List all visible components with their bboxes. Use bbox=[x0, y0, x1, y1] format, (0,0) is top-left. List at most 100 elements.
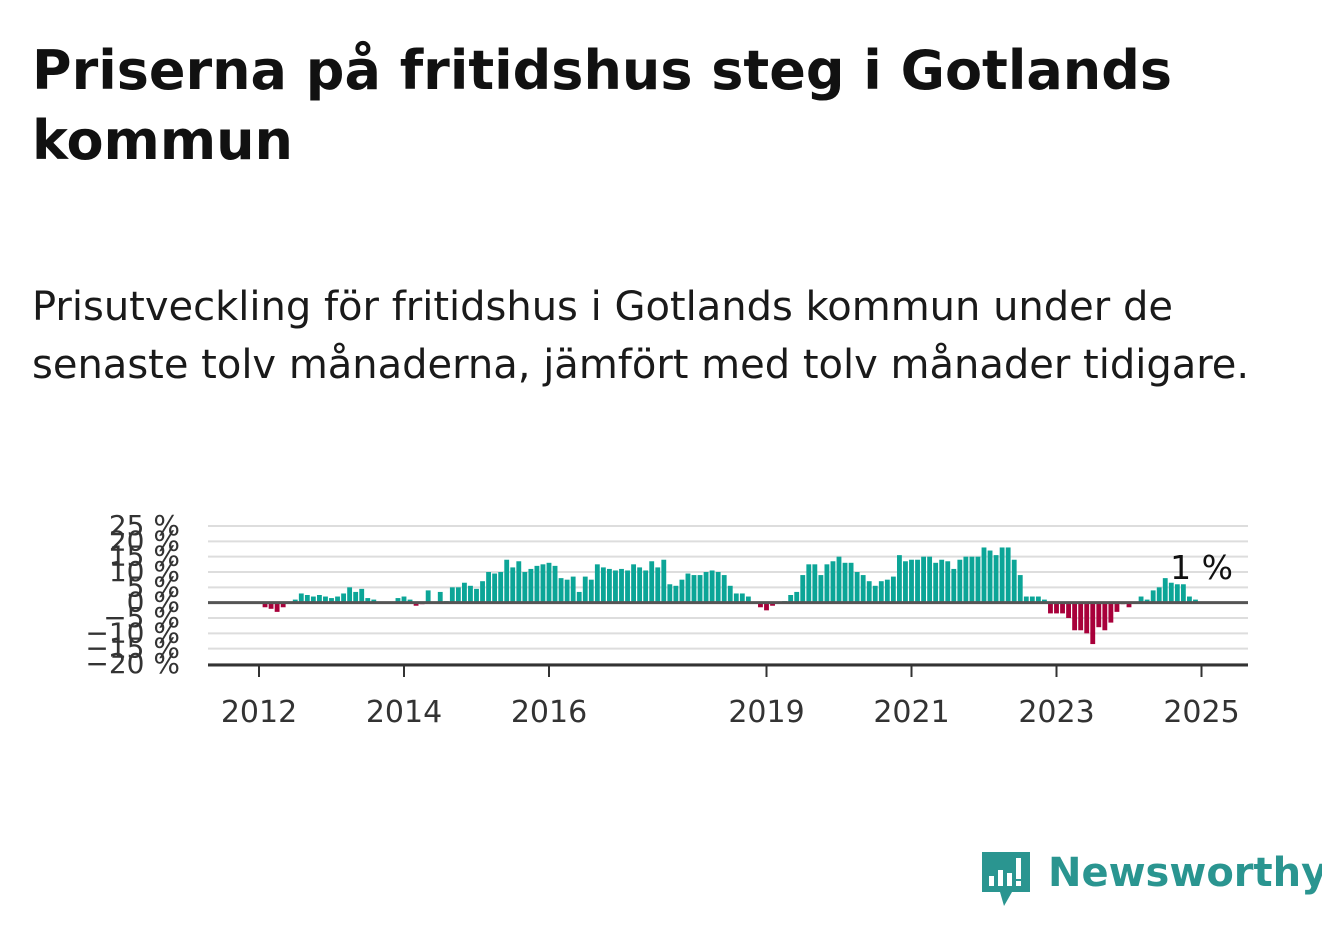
bar bbox=[268, 602, 274, 609]
bar bbox=[474, 588, 479, 603]
bar bbox=[564, 579, 570, 603]
bar bbox=[1180, 584, 1186, 603]
bar bbox=[975, 556, 981, 603]
bar bbox=[437, 591, 443, 603]
bar bbox=[933, 562, 939, 603]
bar bbox=[1054, 602, 1059, 614]
y-tick-label: −20 % bbox=[85, 647, 180, 680]
x-tick-label: 2019 bbox=[728, 695, 804, 730]
newsworthy-logo-text: Newsworthy bbox=[1048, 850, 1322, 896]
bar bbox=[449, 587, 455, 603]
bar bbox=[824, 564, 830, 603]
bar bbox=[516, 561, 522, 603]
bar bbox=[492, 573, 498, 603]
bar bbox=[1162, 578, 1168, 603]
bar bbox=[486, 572, 491, 603]
bar bbox=[655, 567, 661, 603]
newsworthy-logo: Newsworthy bbox=[980, 848, 1322, 912]
bar bbox=[1114, 602, 1120, 612]
bar bbox=[715, 572, 721, 603]
bar bbox=[582, 576, 588, 603]
bar-chart: −20 %−15 %−10 %−5 %0 %5 %10 %15 %20 %25 … bbox=[85, 509, 1248, 730]
bar bbox=[1108, 602, 1114, 623]
bar bbox=[727, 585, 733, 603]
labels: −20 %−15 %−10 %−5 %0 %5 %10 %15 %20 %25 … bbox=[85, 509, 1239, 730]
bar bbox=[607, 568, 612, 603]
x-tick-label: 2025 bbox=[1163, 695, 1239, 730]
bar bbox=[498, 572, 504, 603]
bar bbox=[987, 550, 993, 603]
x-tick-label: 2021 bbox=[873, 695, 949, 730]
bar bbox=[733, 593, 739, 603]
value-annotation: 1 % bbox=[1170, 548, 1233, 587]
bar bbox=[854, 572, 860, 603]
bar bbox=[1138, 596, 1144, 603]
bar bbox=[619, 568, 624, 603]
bar bbox=[1174, 584, 1180, 603]
bar bbox=[800, 575, 806, 603]
bar bbox=[292, 599, 298, 603]
bar bbox=[643, 570, 649, 603]
bar bbox=[534, 565, 540, 603]
bar bbox=[1090, 602, 1096, 645]
bar bbox=[468, 585, 473, 603]
bar bbox=[830, 561, 836, 603]
x-tick-label: 2016 bbox=[511, 695, 587, 730]
y-tick-label: 25 % bbox=[109, 509, 180, 542]
bar bbox=[353, 591, 359, 603]
bar bbox=[280, 602, 286, 608]
bar bbox=[1193, 599, 1198, 603]
bar bbox=[836, 556, 842, 603]
bar bbox=[1005, 547, 1011, 603]
y-tick-label: 0 % bbox=[127, 586, 180, 619]
bar bbox=[1042, 599, 1047, 603]
bar bbox=[884, 579, 890, 603]
bar bbox=[667, 584, 673, 603]
bar bbox=[335, 596, 340, 603]
bar bbox=[860, 575, 866, 603]
bar bbox=[818, 575, 824, 603]
bar bbox=[371, 599, 377, 603]
chart-title: Priserna på fritidshus steg i Gotlands k… bbox=[32, 39, 1173, 172]
x-tick-label: 2014 bbox=[366, 695, 442, 730]
bar bbox=[739, 593, 745, 603]
y-tick-label: −5 % bbox=[103, 601, 180, 634]
bar bbox=[462, 582, 467, 603]
bar bbox=[504, 559, 510, 603]
bar bbox=[1144, 599, 1150, 603]
bar bbox=[927, 556, 933, 603]
bar bbox=[921, 556, 926, 603]
bar bbox=[872, 585, 878, 603]
bar bbox=[1035, 596, 1041, 603]
bar bbox=[661, 559, 667, 603]
y-tick-label: −10 % bbox=[85, 616, 180, 649]
bar bbox=[915, 559, 920, 603]
bar bbox=[794, 591, 800, 603]
y-tick-label: −15 % bbox=[85, 632, 180, 665]
bar bbox=[594, 564, 600, 603]
newsworthy-logo-icon bbox=[982, 852, 1030, 906]
bar bbox=[262, 602, 268, 608]
bar bbox=[631, 564, 636, 603]
bar bbox=[480, 581, 485, 603]
bar bbox=[1084, 602, 1090, 634]
bar bbox=[570, 576, 576, 603]
chart-subtitle: Prisutveckling för fritidshus i Gotlands… bbox=[32, 284, 1250, 388]
bar bbox=[1187, 596, 1192, 603]
bar bbox=[981, 547, 987, 603]
bar bbox=[1078, 602, 1084, 631]
bar bbox=[939, 559, 945, 603]
bar bbox=[969, 556, 975, 603]
bar bbox=[951, 568, 957, 603]
bar bbox=[552, 565, 558, 603]
bar bbox=[685, 573, 691, 603]
bar bbox=[347, 587, 353, 603]
bar bbox=[413, 602, 419, 606]
bar bbox=[1060, 602, 1065, 614]
bar bbox=[274, 602, 280, 612]
axes bbox=[208, 601, 1248, 677]
bar bbox=[540, 564, 546, 603]
bar bbox=[407, 599, 413, 603]
bar bbox=[1150, 590, 1156, 603]
bar bbox=[1168, 582, 1174, 603]
